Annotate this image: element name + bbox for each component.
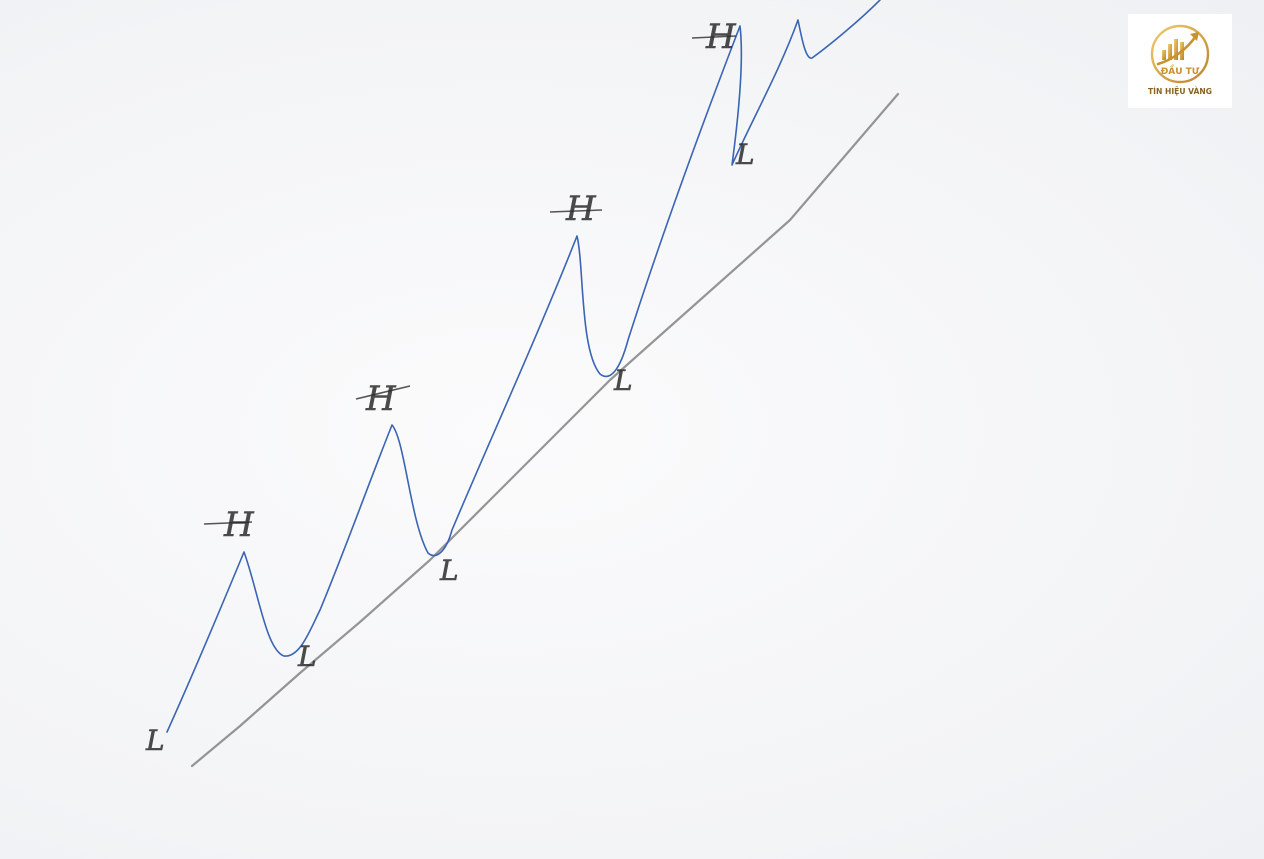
- svg-text:H: H: [365, 379, 397, 419]
- low-label-4: L: [613, 364, 633, 397]
- low-label-1: L: [145, 724, 165, 757]
- svg-text:H: H: [565, 189, 597, 229]
- logo-emblem: ĐẦU TƯ TÍN HIỆU VÀNG: [1148, 24, 1212, 96]
- low-label-5: L: [735, 138, 755, 171]
- high-label-1: H: [203, 505, 255, 545]
- logo-line2: TÍN HIỆU VÀNG: [1148, 87, 1212, 96]
- high-label-3: H: [549, 189, 603, 229]
- logo-line1: ĐẦU TƯ: [1161, 64, 1200, 77]
- logo-ring-icon: [1150, 24, 1210, 84]
- brand-logo: ĐẦU TƯ TÍN HIỆU VÀNG: [1128, 14, 1232, 108]
- trend-line: [190, 92, 900, 768]
- price-line: [166, 0, 881, 733]
- low-label-2: L: [297, 640, 317, 673]
- low-label-3: L: [439, 554, 459, 587]
- svg-text:H: H: [223, 505, 255, 545]
- high-label-2: H: [355, 379, 411, 419]
- high-label-4: H: [691, 17, 737, 57]
- logo-arrow-icon: [1156, 32, 1199, 66]
